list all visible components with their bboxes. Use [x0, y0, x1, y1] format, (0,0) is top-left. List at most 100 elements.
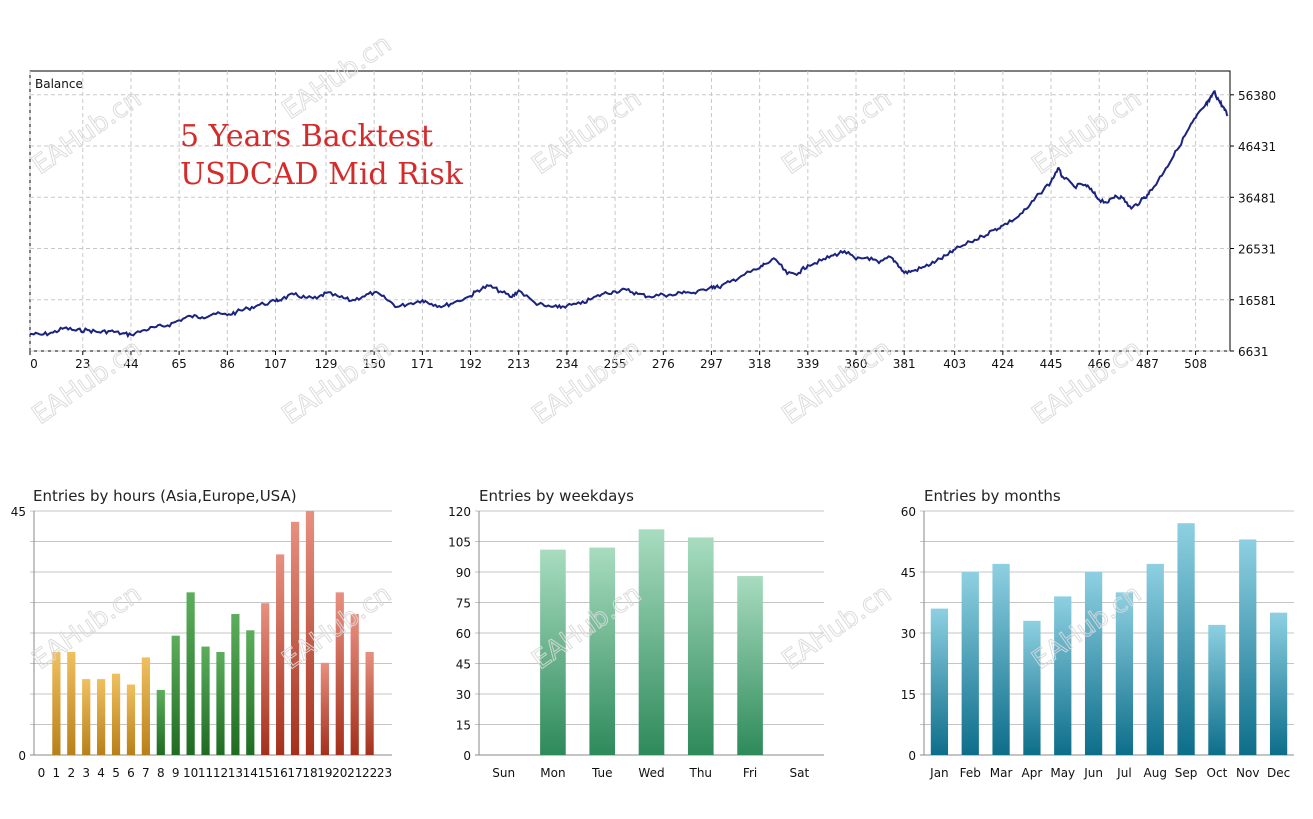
months-x-tick-label: Sep	[1175, 766, 1198, 780]
months-x-tick-label: May	[1050, 766, 1075, 780]
hours-bar	[156, 689, 165, 755]
months-y-tick-label: 30	[901, 627, 916, 641]
hours-bar	[231, 614, 240, 755]
balance-x-tick-label: 508	[1184, 357, 1207, 371]
hours-x-tick-label: 14	[243, 766, 258, 780]
watermark-text: EAHub.cn	[27, 579, 147, 676]
months-x-tick-label: Aug	[1144, 766, 1167, 780]
balance-x-tick-label: 213	[507, 357, 530, 371]
hours-bar	[276, 554, 285, 755]
balance-y-tick-label: 36481	[1238, 191, 1276, 205]
balance-x-tick-label: 360	[845, 357, 868, 371]
hours-bar	[52, 651, 61, 755]
months-bar	[1269, 612, 1288, 755]
hours-bar	[365, 651, 374, 755]
hours-x-tick-label: 19	[317, 766, 332, 780]
balance-x-tick-label: 86	[220, 357, 235, 371]
months-bar	[1115, 592, 1134, 755]
weekdays-y-tick-label: 75	[456, 597, 471, 611]
balance-x-tick-label: 487	[1136, 357, 1159, 371]
hours-y-tick-label: 0	[18, 749, 26, 763]
balance-x-tick-label: 318	[748, 357, 771, 371]
weekdays-bar	[589, 547, 616, 755]
months-x-tick-label: Jul	[1116, 766, 1131, 780]
balance-x-tick-label: 339	[796, 357, 819, 371]
weekdays-bar	[737, 576, 763, 755]
hours-x-tick-label: 12	[213, 766, 228, 780]
hours-grid	[30, 510, 392, 756]
weekdays-bar	[540, 549, 566, 755]
weekdays-bar	[687, 537, 714, 755]
balance-x-tick-label: 150	[363, 357, 386, 371]
hours-bar	[350, 614, 359, 755]
months-bar	[1208, 624, 1226, 755]
hours-bar	[320, 662, 329, 755]
months-x-tick-label: Feb	[960, 766, 981, 780]
months-bars	[930, 523, 1288, 755]
weekdays-y-tick-label: 120	[448, 505, 471, 519]
balance-x-tick-label: 44	[123, 357, 138, 371]
balance-chart-title: Balance	[35, 77, 83, 91]
balance-plot-frame	[29, 70, 1231, 352]
hours-bars	[52, 511, 374, 755]
months-bar	[1177, 523, 1195, 755]
balance-x-tick-label: 424	[991, 357, 1014, 371]
balance-x-tick-label: 129	[315, 357, 338, 371]
hours-bar	[82, 679, 91, 755]
balance-x-tick-label: 297	[700, 357, 723, 371]
balance-x-tick-label: 466	[1088, 357, 1111, 371]
months-y-tick-label: 15	[901, 688, 916, 702]
weekdays-x-tick-label: Mon	[540, 766, 565, 780]
weekdays-x-tick-label: Sun	[492, 766, 515, 780]
months-bar	[961, 572, 979, 755]
hours-bar	[335, 592, 344, 755]
balance-x-tick-label: 445	[1040, 357, 1063, 371]
balance-series-line	[29, 89, 1229, 339]
balance-x-tick-label: 23	[75, 357, 90, 371]
hours-x-tick-label: 13	[228, 766, 243, 780]
weekdays-bar	[638, 529, 665, 755]
hours-x-tick-label: 1	[53, 766, 61, 780]
months-chart-title: Entries by months	[924, 487, 1061, 505]
hours-bar	[201, 646, 210, 755]
balance-x-tick-label: 381	[893, 357, 916, 371]
weekdays-y-labels: 0 15 30 45 60 75 90 105 120	[448, 505, 471, 763]
annotation-line-2: USDCAD Mid Risk	[180, 157, 464, 192]
months-x-tick-label: Apr	[1022, 766, 1043, 780]
months-y-tick-label: 45	[901, 566, 916, 580]
months-y-tick-label: 0	[908, 749, 916, 763]
weekdays-y-tick-label: 90	[456, 566, 471, 580]
hours-bar	[97, 679, 106, 755]
balance-grid	[29, 71, 1230, 352]
hours-bar	[186, 592, 195, 755]
weekdays-x-tick-label: Tue	[591, 766, 613, 780]
balance-y-ticks: 6631 16581 26531 36481 46431 56380	[1230, 89, 1276, 359]
balance-x-tick-label: 403	[943, 357, 966, 371]
hours-x-tick-label: 9	[172, 766, 180, 780]
months-bar	[992, 563, 1010, 755]
hours-x-tick-label: 21	[347, 766, 362, 780]
weekdays-y-tick-label: 45	[456, 658, 471, 672]
months-bar	[1054, 596, 1072, 755]
months-x-tick-label: Nov	[1236, 766, 1259, 780]
months-chart: Entries by months Jan Feb Mar Apr May Jun Jul A…	[901, 487, 1294, 780]
hours-y-tick-label: 45	[11, 505, 26, 519]
hours-x-tick-label: 10	[183, 766, 198, 780]
hours-x-tick-label: 20	[332, 766, 347, 780]
weekdays-x-labels: Sun Mon Tue Wed Thu Fri Sat	[492, 766, 809, 780]
balance-y-tick-label: 26531	[1238, 243, 1276, 257]
balance-x-ticks: 0 23 44 65 86 107 129 150 171 192 213 234 255 276 297 3…	[29, 351, 1207, 371]
weekdays-y-tick-label: 60	[456, 627, 471, 641]
balance-x-tick-label: 234	[555, 357, 578, 371]
balance-y-tick-label: 16581	[1238, 294, 1276, 308]
months-x-tick-label: Jun	[1083, 766, 1103, 780]
hours-x-tick-label: 22	[362, 766, 377, 780]
hours-x-labels: 0 1 2 3 4 5 6 7 8 9 10 11 12 13 14 15 16 17 18 19 20 21 22 23	[38, 766, 393, 780]
weekdays-y-tick-label: 0	[463, 749, 471, 763]
months-x-tick-label: Mar	[990, 766, 1013, 780]
hours-x-tick-label: 5	[112, 766, 120, 780]
months-x-tick-label: Dec	[1267, 766, 1290, 780]
weekdays-chart: Entries by weekdays Sun Mon Tue Wed Thu Fri Sa…	[448, 487, 824, 780]
